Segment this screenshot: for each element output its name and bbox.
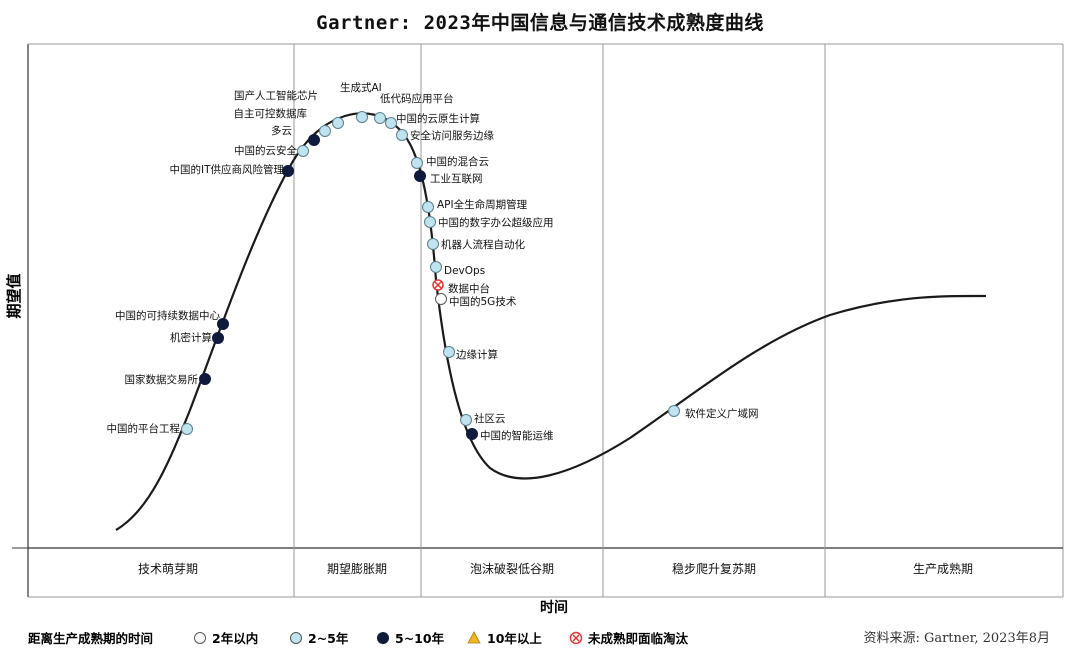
tech-label: 机器人流程自动化 xyxy=(441,238,525,251)
legend-item-within-2-years: 2年以内 xyxy=(212,631,258,646)
source-note: 资料来源: Gartner, 2023年8月 xyxy=(863,631,1050,646)
tech-marker xyxy=(356,111,368,123)
x-axis-title: 时间 xyxy=(540,599,568,616)
phase-label-trough: 泡沫破裂低谷期 xyxy=(470,561,554,576)
legend-marker-triangle xyxy=(467,631,481,644)
y-axis-title: 期望值 xyxy=(5,273,23,318)
legend-item-obsolete: 未成熟即面临淘汰 xyxy=(587,631,689,646)
tech-marker xyxy=(411,157,423,169)
tech-label: 国家数据交易所 xyxy=(125,373,199,386)
tech-marker xyxy=(332,117,344,129)
tech-marker xyxy=(319,125,331,137)
tech-label: API全生命周期管理 xyxy=(437,198,528,211)
tech-label: 中国的混合云 xyxy=(426,155,489,168)
plot-frame xyxy=(12,43,1064,598)
legend-item-over-10-years: 10年以上 xyxy=(487,631,542,646)
tech-label: 中国的智能运维 xyxy=(480,429,554,442)
tech-marker xyxy=(460,414,472,426)
phase-label-plateau: 生产成熟期 xyxy=(913,561,973,576)
tech-marker xyxy=(217,318,229,330)
legend-marker-white-circle xyxy=(194,632,206,644)
tech-marker xyxy=(422,201,434,213)
tech-marker xyxy=(414,170,426,182)
tech-marker xyxy=(282,165,294,177)
tech-marker xyxy=(427,238,439,250)
tech-label: 中国的平台工程 xyxy=(107,422,181,435)
tech-label: 中国的云安全 xyxy=(234,144,297,157)
tech-label: 中国的IT供应商风险管理 xyxy=(169,163,284,176)
legend-item-2-5-years: 2~5年 xyxy=(308,631,349,646)
tech-marker-obsolete xyxy=(432,279,444,291)
tech-label: 边缘计算 xyxy=(456,348,498,361)
tech-label: 中国的云原生计算 xyxy=(396,112,480,125)
tech-marker xyxy=(385,117,397,129)
tech-label: DevOps xyxy=(444,265,485,277)
tech-marker xyxy=(396,129,408,141)
legend: 距离生产成熟期的时间 2年以内 2~5年 5~10年 10年以上 未成熟即面临淘… xyxy=(28,631,689,646)
legend-marker-red-x-circle xyxy=(569,631,583,645)
tech-marker xyxy=(430,261,442,273)
tech-label: 软件定义广域网 xyxy=(685,407,759,420)
tech-marker xyxy=(668,405,680,417)
tech-label: 机密计算 xyxy=(170,331,212,344)
tech-label: 国产人工智能芯片 xyxy=(234,89,318,102)
tech-marker xyxy=(443,346,455,358)
phase-label-peak-expectations: 期望膨胀期 xyxy=(327,562,387,576)
phase-dividers xyxy=(293,44,826,597)
phase-label-innovation-trigger: 技术萌芽期 xyxy=(138,562,198,576)
chart-title: Gartner: 2023年中国信息与通信技术成熟度曲线 xyxy=(316,12,764,34)
tech-label: 生成式AI xyxy=(340,81,382,94)
tech-marker xyxy=(435,293,447,305)
tech-marker xyxy=(212,332,224,344)
legend-marker-navy-circle xyxy=(377,632,389,644)
tech-label: 安全访问服务边缘 xyxy=(410,129,494,142)
tech-marker xyxy=(308,134,320,146)
tech-marker xyxy=(199,373,211,385)
legend-marker-lightblue-circle xyxy=(290,632,302,644)
tech-label: 社区云 xyxy=(474,412,506,425)
legend-label: 距离生产成熟期的时间 xyxy=(28,631,153,646)
tech-label: 多云 xyxy=(271,124,292,137)
phase-label-slope: 稳步爬升复苏期 xyxy=(672,561,756,576)
tech-marker xyxy=(181,423,193,435)
tech-marker xyxy=(374,112,386,124)
tech-label: 中国的数字办公超级应用 xyxy=(438,216,554,229)
tech-marker xyxy=(297,145,309,157)
tech-marker xyxy=(424,216,436,228)
tech-label: 工业互联网 xyxy=(430,173,483,185)
tech-label: 低代码应用平台 xyxy=(380,92,454,105)
tech-label: 自主可控数据库 xyxy=(234,107,308,120)
tech-label: 数据中台 xyxy=(448,282,490,295)
legend-item-5-10-years: 5~10年 xyxy=(395,631,445,646)
tech-marker xyxy=(466,428,478,440)
tech-label: 中国的5G技术 xyxy=(449,295,517,308)
tech-label: 中国的可持续数据中心 xyxy=(115,309,220,322)
